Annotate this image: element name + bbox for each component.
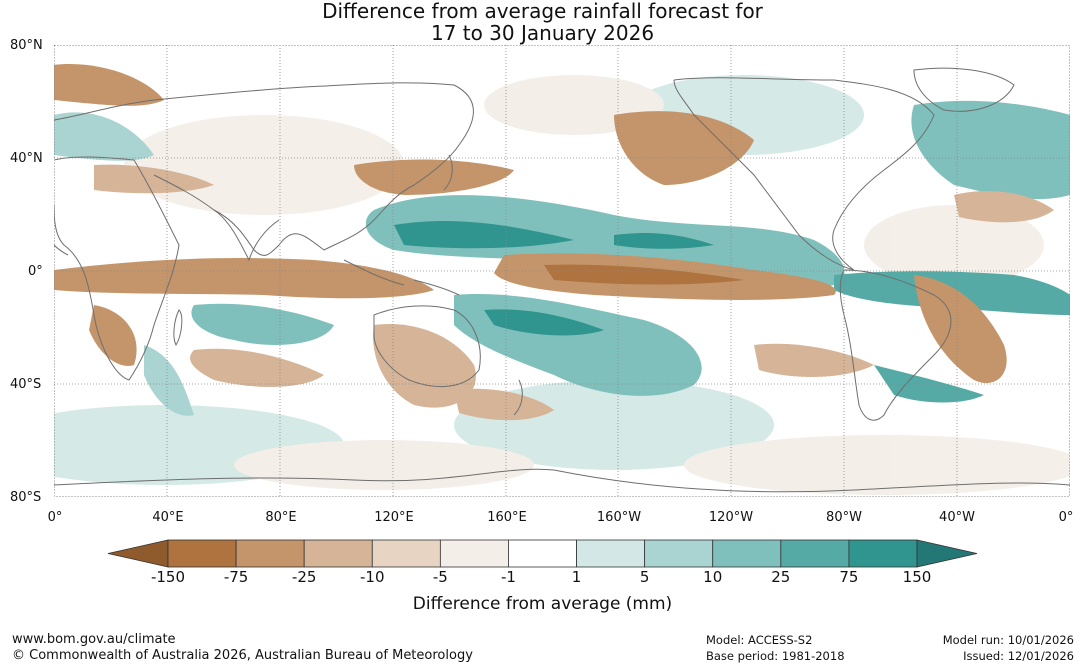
lon-label-120w: 120°W — [708, 510, 754, 525]
lat-label-equator: 0° — [28, 264, 43, 279]
colorbar-cell — [780, 539, 850, 568]
colorbar-tick-label: 10 — [703, 568, 723, 586]
colorbar-tick-label: -10 — [360, 568, 385, 586]
map-title-line-1: Difference from average rainfall forecas… — [322, 0, 763, 23]
anomaly-field — [54, 45, 1070, 497]
colorbar-tick-label: -75 — [223, 568, 249, 586]
colorbar-cell — [712, 539, 782, 568]
lon-label-80e: 80°E — [265, 510, 297, 525]
colorbar-arrow-low — [107, 539, 169, 568]
lat-label-80n: 80°N — [10, 38, 43, 53]
footer-copyright: © Commonwealth of Australia 2026, Austra… — [12, 648, 473, 663]
colorbar-cell — [508, 539, 577, 568]
colorbar-cell — [235, 539, 305, 568]
lon-label-0-right: 0° — [1058, 510, 1074, 525]
colorbar-cell — [371, 539, 441, 568]
lon-label-40w: 40°W — [939, 510, 975, 525]
lat-label-80s: 80°S — [10, 490, 42, 505]
colorbar-cell — [848, 539, 918, 568]
colorbar-arrow-high — [916, 539, 978, 568]
footer-model-run: Model run: 10/01/2026 — [942, 633, 1074, 647]
lon-label-40e: 40°E — [152, 510, 184, 525]
lon-label-160w: 160°W — [596, 510, 642, 525]
colorbar-tick-label: 150 — [902, 568, 932, 586]
footer-issued: Issued: 12/01/2026 — [963, 649, 1074, 663]
footer-base-period: Base period: 1981-2018 — [706, 649, 845, 663]
colorbar-cell — [303, 539, 373, 568]
colorbar-label: Difference from average (mm) — [412, 594, 673, 614]
colorbar-tick-label: -5 — [432, 568, 448, 586]
colorbar-cell — [576, 539, 646, 568]
footer-model: Model: ACCESS-S2 — [706, 633, 813, 647]
colorbar-tick-label: 75 — [839, 568, 859, 586]
colorbar-tick-label: 5 — [639, 568, 650, 586]
footer-url[interactable]: www.bom.gov.au/climate — [12, 632, 176, 647]
lon-label-120e: 120°E — [374, 510, 414, 525]
lon-label-80w: 80°W — [826, 510, 862, 525]
colorbar-tick-label: -1 — [500, 568, 516, 586]
colorbar-tick-label: 1 — [571, 568, 582, 586]
lon-label-160e: 160°E — [487, 510, 527, 525]
colorbar-tick-label: -25 — [291, 568, 317, 586]
colorbar-cell — [439, 539, 509, 568]
colorbar-tick-label: -150 — [150, 568, 186, 586]
colorbar-cell — [167, 539, 237, 568]
map-title-line-2: 17 to 30 January 2026 — [430, 21, 655, 45]
rainfall-anomaly-map — [54, 45, 1070, 497]
colorbar — [107, 539, 978, 568]
lat-label-40s: 40°S — [10, 377, 42, 392]
lon-label-0: 0° — [47, 510, 63, 525]
colorbar-tick-label: 25 — [771, 568, 791, 586]
colorbar-cell — [644, 539, 714, 568]
lat-label-40n: 40°N — [10, 151, 43, 166]
